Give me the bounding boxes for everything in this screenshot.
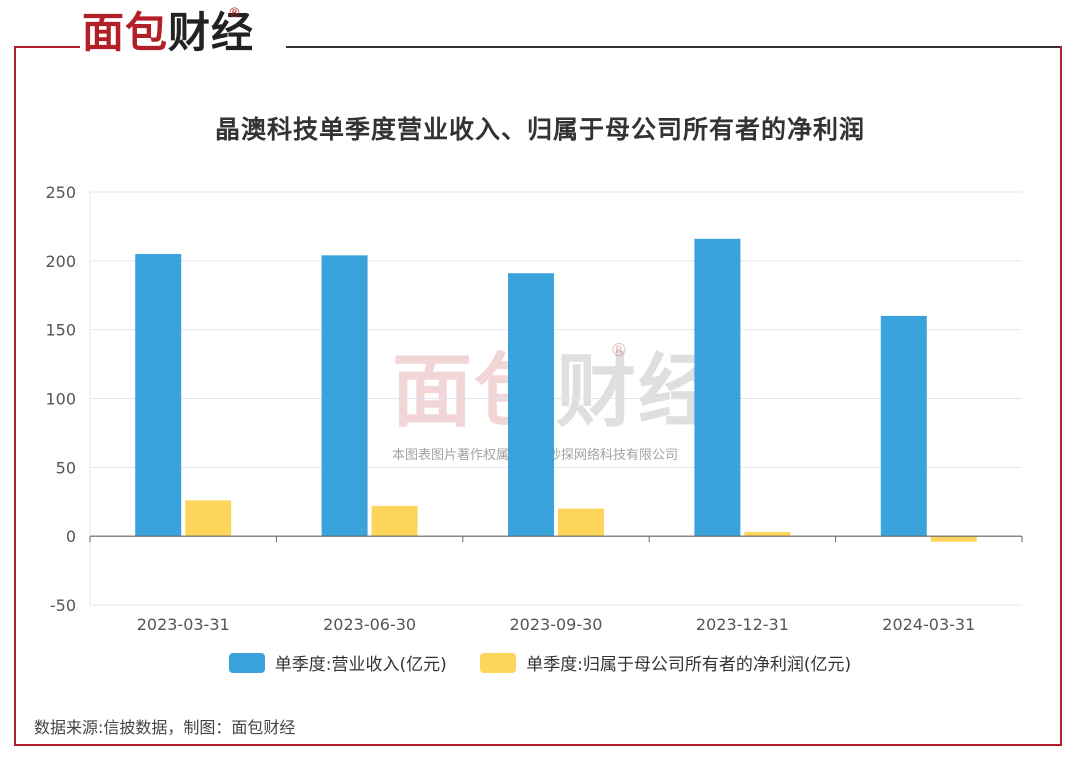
y-tick-label-0: -50 [50,596,76,615]
frame-top-right-line [286,46,1062,48]
frame [14,46,1062,746]
legend: 单季度:营业收入(亿元) 单季度:归属于母公司所有者的净利润(亿元) [0,650,1080,678]
bar-s0-c1[interactable] [321,255,368,537]
y-tick-label-3: 100 [45,390,76,409]
bar-s1-c0[interactable] [185,500,232,537]
bar-s0-c0[interactable] [135,253,182,537]
bar-s0-c3[interactable] [694,238,741,537]
chart-title: 晶澳科技单季度营业收入、归属于母公司所有者的净利润 [214,115,865,144]
legend-item-profit[interactable]: 单季度:归属于母公司所有者的净利润(亿元) [480,650,851,675]
y-tick-label-1: 0 [66,527,76,546]
x-tick-label-4: 2024-03-31 [882,615,975,634]
x-tick-label-0: 2023-03-31 [137,615,230,634]
bar-s1-c2[interactable] [558,508,604,537]
y-tick-label-2: 50 [56,458,76,477]
x-tick-label-2: 2023-09-30 [510,615,603,634]
bar-s1-c1[interactable] [371,505,418,537]
frame-top-left-line [14,46,80,48]
bar-s0-c4[interactable] [880,315,927,537]
brand-registered-mark: ® [228,6,241,21]
bar-s0-c2[interactable] [508,273,554,537]
x-axis [89,535,1023,543]
bar-s1-c3[interactable] [744,532,791,537]
x-tick-labels: 2023-03-31 2023-06-30 2023-09-30 2023-12-31… [137,615,976,634]
brand-logo-red: 面包 [82,8,169,57]
bars [135,238,977,542]
watermark-registered-mark: ® [610,340,628,361]
y-tick-label-5: 200 [45,252,76,271]
watermark-logo-dark: 财经 [556,345,720,438]
data-source-note: 数据来源:信披数据，制图：面包财经 [34,718,296,737]
legend-swatch-profit [480,652,517,673]
y-tick-label-4: 150 [45,321,76,340]
x-tick-label-3: 2023-12-31 [696,615,789,634]
legend-label-revenue: 单季度:营业收入(亿元) [274,655,447,675]
legend-label-profit: 单季度:归属于母公司所有者的净利润(亿元) [526,655,852,675]
x-tick-label-1: 2023-06-30 [323,615,416,634]
legend-swatch-revenue [228,652,265,673]
y-tick-label-6: 250 [45,183,76,202]
brand-logo: 面包财经 [82,12,254,54]
y-tick-labels: -50 0 50 100 150 200 250 [45,183,76,615]
brand-logo-dark: 财经 [168,8,255,57]
legend-item-revenue[interactable]: 单季度:营业收入(亿元) [228,650,447,675]
bar-s1-c4[interactable] [930,536,977,542]
